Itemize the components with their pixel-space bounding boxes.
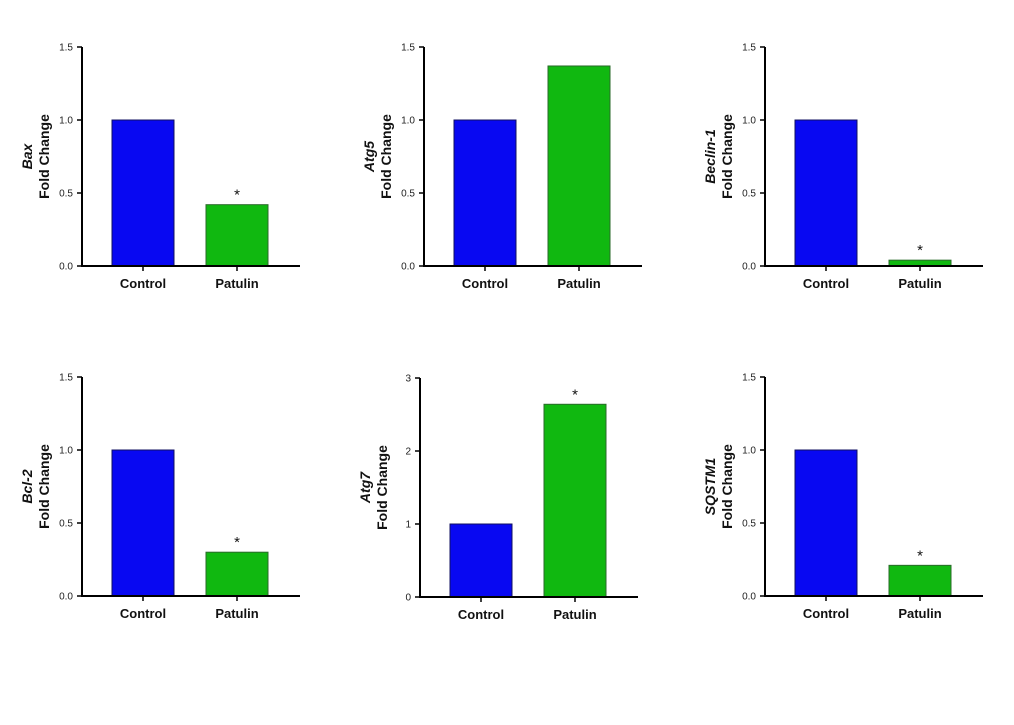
y-axis-label: Atg5Fold Change [361, 114, 394, 199]
x-tick-label: Patulin [557, 276, 600, 291]
bar-control [794, 449, 858, 597]
y-tick-label: 1 [405, 520, 411, 531]
bar-control [453, 119, 517, 267]
panel-bcl-2: Control * Patulin 0.0 0.5 1.0 1.5 Bcl-2Fold Cha… [19, 373, 300, 621]
gene-name: Atg7 [357, 471, 373, 504]
y-tick-label: 0.5 [59, 519, 73, 530]
x-tick-label: Control [120, 606, 166, 621]
bar-patulin [205, 551, 269, 597]
y-tick-label: 1.0 [742, 116, 756, 127]
y-tick-label: 1.5 [401, 43, 415, 54]
panel-beclin-1: Control * Patulin 0.0 0.5 1.0 1.5 Beclin-1Fold … [702, 43, 983, 291]
significance-asterisk: * [572, 386, 578, 403]
y-tick-label: 1.5 [742, 43, 756, 54]
y-tick-label: 0.5 [742, 519, 756, 530]
y-tick-label: 2 [405, 447, 411, 458]
gene-name: Bcl-2 [19, 469, 35, 503]
panel-atg5: Control Patulin 0.0 0.5 1.0 1.5 Atg5Fold Chang… [361, 43, 642, 291]
significance-asterisk: * [234, 534, 240, 551]
y-tick-label: 1.0 [59, 446, 73, 457]
y-tick-label: 0.0 [742, 262, 756, 273]
panel-atg7: Control * Patulin 0 1 2 3 Atg7Fold Change [357, 374, 638, 622]
y-tick-label: 0.5 [401, 189, 415, 200]
panel-sqstm1: Control * Patulin 0.0 0.5 1.0 1.5 SQSTM1Fold Ch… [702, 373, 983, 621]
x-tick-label: Patulin [553, 607, 596, 622]
x-tick-label: Control [458, 607, 504, 622]
significance-asterisk: * [917, 547, 923, 564]
y-axis-label: Atg7Fold Change [357, 445, 390, 530]
y-axis-label: Beclin-1Fold Change [702, 114, 735, 199]
y-tick-label: 1.0 [59, 116, 73, 127]
y-tick-label: 0.0 [59, 592, 73, 603]
y-axis-title: Fold Change [36, 114, 52, 199]
y-tick-label: 1.5 [742, 373, 756, 384]
y-axis-label: Bcl-2Fold Change [19, 444, 52, 529]
y-tick-label: 3 [405, 374, 411, 385]
y-tick-label: 0.0 [59, 262, 73, 273]
x-tick-label: Control [120, 276, 166, 291]
bar-patulin [888, 564, 952, 597]
gene-name: SQSTM1 [702, 458, 718, 516]
gene-name: Atg5 [361, 141, 377, 173]
y-tick-label: 0.5 [742, 189, 756, 200]
gene-name: Bax [19, 142, 35, 169]
y-axis-title: Fold Change [719, 444, 735, 529]
y-tick-label: 0 [405, 593, 411, 604]
x-tick-label: Patulin [215, 606, 258, 621]
y-tick-label: 1.0 [742, 446, 756, 457]
y-tick-label: 1.5 [59, 373, 73, 384]
y-axis-label: BaxFold Change [19, 114, 52, 199]
y-tick-label: 1.0 [401, 116, 415, 127]
x-tick-label: Control [803, 276, 849, 291]
y-axis-title: Fold Change [719, 114, 735, 199]
x-tick-label: Patulin [898, 276, 941, 291]
bar-patulin [547, 65, 611, 267]
bar-patulin [543, 403, 607, 598]
bar-control [449, 523, 513, 598]
panel-bax: Control * Patulin 0.0 0.5 1.0 1.5 BaxFold Chang… [19, 43, 300, 291]
y-axis-title: Fold Change [378, 114, 394, 199]
y-tick-label: 0.0 [401, 262, 415, 273]
x-tick-label: Control [803, 606, 849, 621]
y-axis-title: Fold Change [36, 444, 52, 529]
y-tick-label: 0.0 [742, 592, 756, 603]
bar-patulin [205, 204, 269, 267]
significance-asterisk: * [234, 187, 240, 204]
bar-control [111, 119, 175, 267]
significance-asterisk: * [917, 242, 923, 259]
x-tick-label: Control [462, 276, 508, 291]
y-axis-title: Fold Change [374, 445, 390, 530]
gene-name: Beclin-1 [702, 129, 718, 184]
y-tick-label: 1.5 [59, 43, 73, 54]
y-axis-label: SQSTM1Fold Change [702, 444, 735, 529]
x-tick-label: Patulin [215, 276, 258, 291]
bar-control [111, 449, 175, 597]
bar-control [794, 119, 858, 267]
x-tick-label: Patulin [898, 606, 941, 621]
y-tick-label: 0.5 [59, 189, 73, 200]
